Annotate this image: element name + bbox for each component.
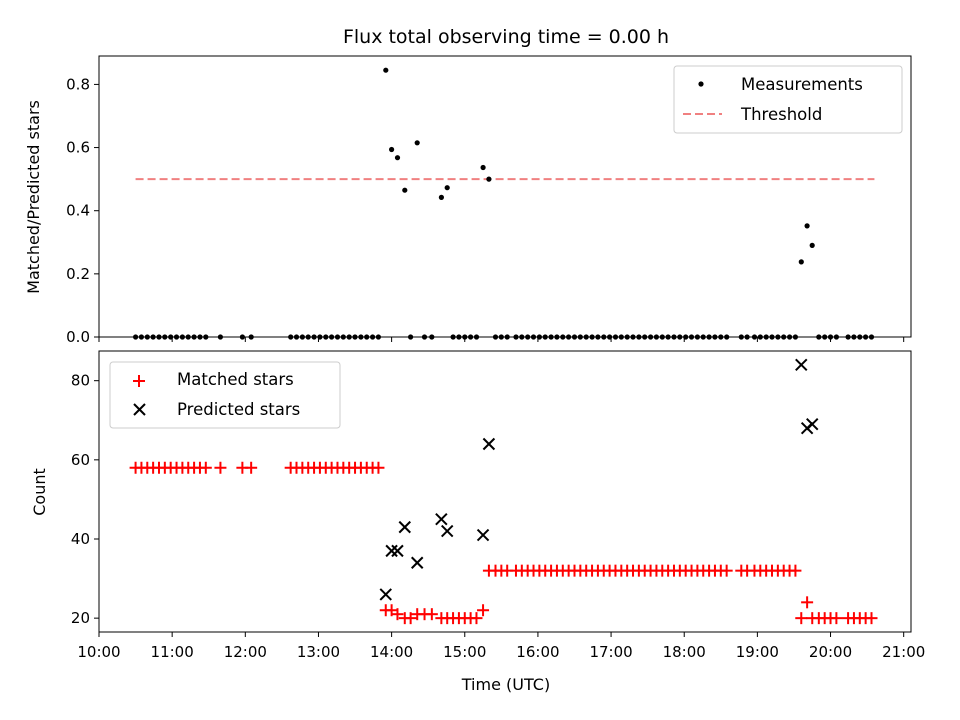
ratio-y-ticks: 0.0 0.2 0.4 0.6 0.8 (66, 75, 99, 346)
measurement-point (804, 223, 810, 229)
measurement-point (402, 187, 408, 193)
legend-threshold-label: Threshold (740, 105, 822, 124)
x-axis-label: Time (UTC) (461, 675, 550, 694)
predicted-star-point (806, 418, 819, 431)
count-y-tick-label: 60 (71, 451, 90, 469)
matched-star-point (214, 461, 227, 474)
measurement-point (394, 155, 401, 161)
matched-star-point (789, 564, 802, 577)
x-tick-label: 17:00 (589, 643, 632, 661)
x-tick-label: 11:00 (151, 643, 194, 661)
legend-predicted-marker (133, 403, 146, 416)
measurement-point (438, 194, 444, 200)
predicted-stars-points (379, 358, 819, 601)
chart-title: Flux total observing time = 0.00 h (343, 26, 669, 48)
legend-measurements-marker (698, 81, 704, 87)
ratio-y-tick-label: 0.6 (66, 139, 90, 157)
count-y-tick-label: 80 (71, 372, 90, 390)
x-tick-label: 21:00 (882, 643, 925, 661)
predicted-star-point (441, 524, 454, 538)
x-tick-label: 12:00 (224, 643, 267, 661)
x-tick-label: 20:00 (809, 643, 852, 661)
measurement-point (480, 164, 486, 171)
predicted-star-point (385, 544, 398, 558)
legend-matched-marker (133, 375, 145, 387)
measurement-point (809, 242, 815, 248)
predicted-star-point (398, 520, 411, 534)
matched-star-point (372, 461, 385, 474)
predicted-star-point (391, 544, 404, 558)
predicted-star-point (435, 512, 448, 526)
matched-star-point (477, 604, 490, 617)
measurement-point (389, 146, 395, 153)
legend-matched-label: Matched stars (177, 370, 294, 389)
count-panel-frame (98, 350, 912, 633)
matched-star-point (801, 596, 814, 609)
count-y-ticks: 20 40 60 80 (71, 372, 99, 627)
predicted-star-point (379, 588, 392, 601)
matched-star-point (245, 461, 258, 474)
count-legend-box (109, 361, 341, 429)
measurement-point (798, 259, 804, 265)
ratio-panel-frame (98, 55, 912, 338)
matched-star-point (199, 461, 212, 474)
count-y-axis-label: Count (30, 468, 49, 516)
count-y-tick-label: 20 (71, 609, 90, 627)
predicted-star-point (795, 358, 808, 372)
x-tick-label: 13:00 (297, 643, 340, 661)
matched-star-point (470, 612, 483, 625)
matched-star-point (865, 612, 878, 625)
measurement-point (383, 67, 389, 73)
x-tick-label: 19:00 (736, 643, 779, 661)
predicted-star-point (482, 437, 496, 451)
matched-star-point (404, 612, 417, 625)
matched-star-point (391, 608, 404, 621)
measurement-point (444, 185, 450, 191)
ratio-y-tick-label: 0.0 (66, 328, 90, 346)
x-tick-label: 15:00 (443, 643, 486, 661)
x-tick-label: 18:00 (663, 643, 706, 661)
matched-star-point (795, 612, 808, 625)
legend-measurements-label: Measurements (741, 75, 863, 94)
ratio-y-tick-label: 0.4 (66, 202, 90, 220)
predicted-star-point (476, 528, 490, 542)
ratio-y-tick-label: 0.2 (66, 265, 90, 283)
matched-star-point (830, 612, 843, 625)
ratio-y-tick-label: 0.8 (66, 75, 90, 93)
matched-star-point (720, 564, 733, 577)
x-tick-label: 16:00 (516, 643, 559, 661)
predicted-star-point (411, 556, 424, 569)
count-x-ticks: 10:00 11:00 12:00 13:00 14:00 15:00 16:00 17:00… (77, 632, 925, 661)
ratio-legend-box (673, 65, 903, 134)
ratio-legend: Measurements Threshold (673, 65, 903, 134)
count-y-tick-label: 40 (71, 530, 90, 548)
measurement-point (486, 176, 492, 182)
x-tick-label: 14:00 (370, 643, 413, 661)
matched-stars-points (129, 461, 878, 625)
count-legend: Matched stars Predicted stars (109, 361, 341, 429)
ratio-y-axis-label: Matched/Predicted stars (24, 100, 43, 294)
ratio-panel: 0.00.20.40.60.8 Matched/Predicted stars … (24, 55, 912, 346)
measurement-point (414, 140, 420, 146)
x-tick-label: 10:00 (77, 643, 120, 661)
ratio-x-ticks (98, 337, 905, 342)
matched-star-point (425, 608, 438, 621)
legend-predicted-label: Predicted stars (177, 400, 300, 419)
